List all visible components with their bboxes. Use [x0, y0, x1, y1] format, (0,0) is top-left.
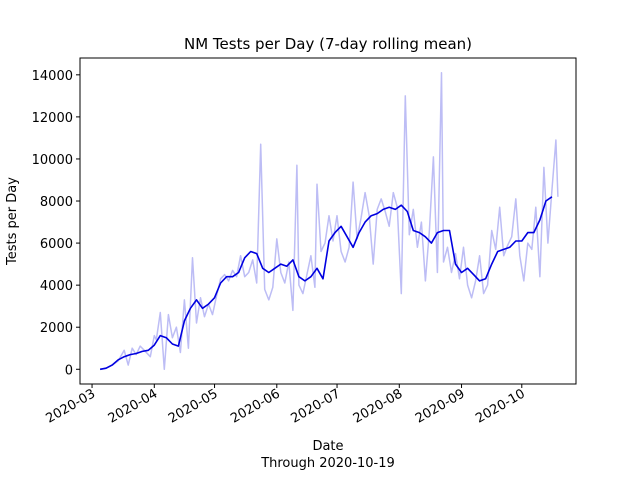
chart-title: NM Tests per Day (7-day rolling mean) [184, 35, 472, 53]
y-tick-label: 4000 [40, 279, 73, 294]
y-tick-label: 10000 [32, 153, 73, 168]
y-tick-label: 6000 [40, 237, 73, 252]
y-axis: 0 2000 4000 6000 8000 10000 12000 14000 [32, 69, 80, 378]
series-layer [99, 71, 559, 371]
x-tick-label: 2020-10 [473, 386, 528, 426]
x-tick-label: 2020-08 [351, 386, 406, 426]
x-tick-label: 2020-04 [106, 386, 161, 426]
y-tick-label: 8000 [40, 195, 73, 210]
x-axis: 2020-03 2020-04 2020-05 2020-06 2020-07 2020-… [43, 384, 528, 427]
y-tick-label: 14000 [32, 69, 73, 84]
y-tick-label: 2000 [40, 321, 73, 336]
y-axis-label: Tests per Day [5, 177, 20, 266]
x-tick-label: 2020-06 [228, 386, 283, 426]
x-tick-label: 2020-09 [413, 386, 468, 426]
x-axis-label: Date [312, 439, 343, 454]
y-tick-label: 0 [65, 363, 73, 378]
x-axis-sublabel: Through 2020-10-19 [260, 456, 395, 471]
x-tick-label: 2020-05 [166, 386, 221, 426]
plot-frame [79, 57, 577, 385]
daily-tests-line [99, 71, 559, 371]
y-tick-label: 12000 [32, 111, 73, 126]
x-tick-label: 2020-07 [288, 386, 343, 426]
x-tick-label: 2020-03 [43, 386, 98, 426]
rolling-mean-line [99, 196, 553, 371]
